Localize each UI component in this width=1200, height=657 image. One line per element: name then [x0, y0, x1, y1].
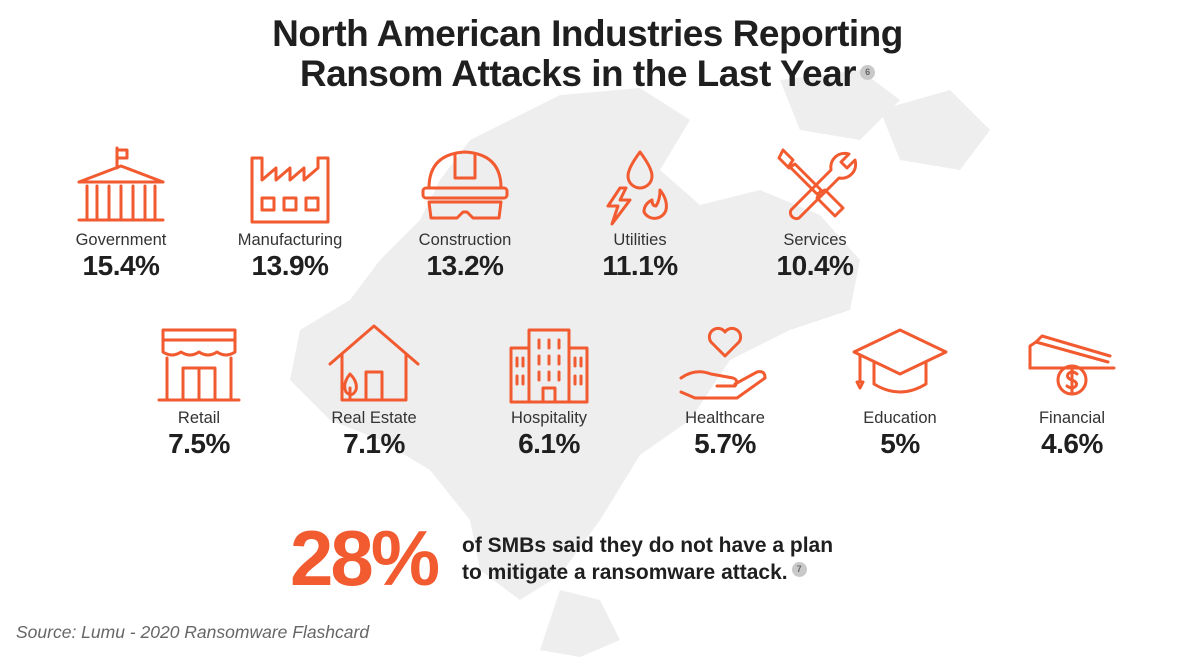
title-line-2: Ransom Attacks in the Last Year: [299, 53, 857, 94]
government-building-icon: [77, 146, 165, 222]
house-icon: [328, 324, 420, 402]
money-icon: [1028, 334, 1116, 396]
industry-label: Manufacturing: [237, 231, 343, 249]
source-note: Source: Lumu - 2020 Ransomware Flashcard: [16, 622, 370, 642]
industry-government: Government 15.4%: [36, 144, 206, 282]
industry-value: 6.1%: [518, 428, 580, 459]
industry-label: Services: [783, 231, 847, 249]
industry-services: Services 10.4%: [730, 144, 900, 282]
hotel-icon: [509, 328, 589, 404]
industry-healthcare: Healthcare 5.7%: [640, 322, 810, 460]
industry-construction: Construction 13.2%: [380, 144, 550, 282]
hard-hat-icon: [421, 150, 509, 220]
industry-label: Government: [75, 231, 167, 249]
title-line-1: North American Industries Reporting: [272, 13, 903, 54]
industry-value: 11.1%: [602, 250, 678, 281]
industry-label: Real Estate: [331, 409, 417, 427]
industry-value: 7.5%: [168, 428, 230, 459]
tools-icon: [777, 148, 858, 221]
industry-label: Retail: [177, 409, 221, 427]
industry-real-estate: Real Estate 7.1%: [289, 322, 459, 460]
utilities-icon: [606, 150, 668, 226]
callout-percent: 28%: [290, 514, 440, 602]
storefront-icon: [157, 328, 241, 402]
industry-label: Hospitality: [510, 409, 588, 427]
callout-reference-badge: 7: [791, 561, 807, 577]
industry-hospitality: Hospitality 6.1%: [464, 322, 634, 460]
industry-value: 13.9%: [251, 250, 329, 281]
industry-value: 5.7%: [694, 428, 756, 459]
page-title: North American Industries Reporting Rans…: [0, 14, 1175, 94]
industry-utilities: Utilities 11.1%: [555, 144, 725, 282]
factory-icon: [250, 156, 330, 224]
industry-label: Utilities: [613, 231, 667, 249]
graduation-cap-icon: [852, 328, 948, 394]
industry-label: Education: [863, 409, 937, 427]
industry-label: Healthcare: [685, 409, 765, 427]
industry-value: 7.1%: [343, 428, 405, 459]
industry-value: 4.6%: [1041, 428, 1103, 459]
industry-retail: Retail 7.5%: [114, 322, 284, 460]
callout-text: of SMBs said they do not have a plan to …: [462, 532, 833, 586]
industry-value: 10.4%: [776, 250, 854, 281]
callout-line-1: of SMBs said they do not have a plan: [462, 534, 834, 557]
heart-hand-icon: [679, 326, 767, 400]
title-reference-badge: 6: [860, 64, 876, 80]
industry-manufacturing: Manufacturing 13.9%: [205, 144, 375, 282]
industry-value: 13.2%: [426, 250, 504, 281]
callout-line-2: to mitigate a ransomware attack.: [462, 561, 788, 584]
industry-label: Financial: [1038, 409, 1106, 427]
industry-education: Education 5%: [815, 322, 985, 460]
industry-value: 15.4%: [82, 250, 160, 281]
industry-label: Construction: [418, 231, 512, 249]
industry-financial: Financial 4.6%: [987, 322, 1157, 460]
industry-value: 5%: [880, 428, 920, 459]
